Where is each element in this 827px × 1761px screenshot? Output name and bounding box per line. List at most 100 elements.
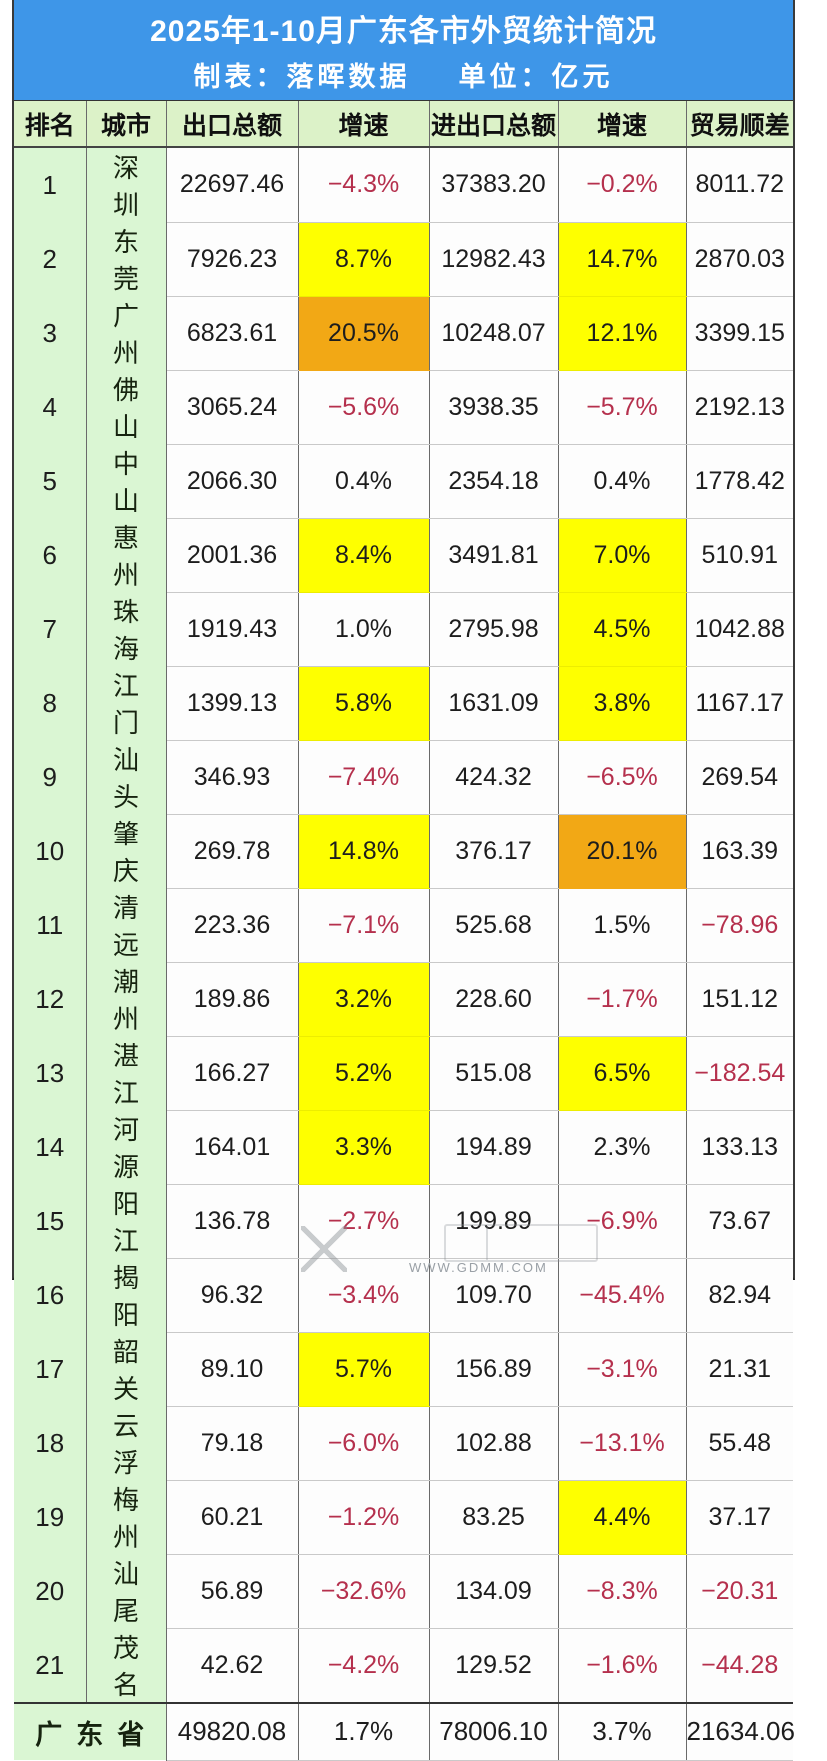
col-header-export-total: 出口总额 — [166, 101, 299, 148]
import-export-total-cell: 12982.43 — [429, 222, 559, 297]
import-export-growth-cell: 0.4% — [558, 444, 687, 519]
city-cell: 广州 — [86, 296, 167, 370]
export-total-cell: 1919.43 — [166, 592, 299, 667]
import-export-total-cell: 376.17 — [429, 814, 559, 889]
import-export-total-cell: 199.89 — [429, 1184, 559, 1259]
col-header-import-export-growth: 增速 — [558, 101, 687, 148]
trade-surplus-cell: 73.67 — [686, 1184, 793, 1259]
rank-cell: 21 — [14, 1628, 87, 1703]
rank-cell: 17 — [14, 1332, 87, 1406]
rank-cell: 9 — [14, 740, 87, 814]
export-growth-cell: −2.7% — [298, 1184, 430, 1259]
city-cell: 汕头 — [86, 740, 167, 814]
export-total-cell: 166.27 — [166, 1036, 299, 1111]
table-row: 16 揭阳 96.32 −3.4% 109.70 −45.4% 82.94 — [14, 1258, 793, 1333]
import-export-total-cell: 156.89 — [429, 1332, 559, 1407]
import-export-growth-cell: 14.7% — [558, 222, 687, 297]
import-export-growth-cell: −1.6% — [558, 1628, 687, 1704]
table-row: 17 韶关 89.10 5.7% 156.89 −3.1% 21.31 — [14, 1332, 793, 1407]
import-export-total-cell: 102.88 — [429, 1406, 559, 1481]
export-growth-cell: 8.4% — [298, 518, 430, 593]
trade-surplus-cell: 37.17 — [686, 1480, 793, 1555]
export-growth-cell: 5.2% — [298, 1036, 430, 1111]
trade-table: 排名 城市 出口总额 增速 进出口总额 增速 贸易顺差 1 深圳 22697.4… — [14, 101, 795, 1761]
col-header-export-growth: 增速 — [298, 101, 430, 148]
city-cell: 汕尾 — [86, 1554, 167, 1628]
total-row: 广东省 49820.08 1.7% 78006.10 3.7% 21634.06 — [14, 1702, 795, 1761]
export-total-cell: 346.93 — [166, 740, 299, 815]
import-export-growth-cell: −45.4% — [558, 1258, 687, 1333]
table-row: 10 肇庆 269.78 14.8% 376.17 20.1% 163.39 — [14, 814, 793, 889]
export-growth-cell: −6.0% — [298, 1406, 430, 1481]
rank-cell: 6 — [14, 518, 87, 592]
export-growth-cell: 1.0% — [298, 592, 430, 667]
export-growth-cell: −1.2% — [298, 1480, 430, 1555]
export-growth-cell: 8.7% — [298, 222, 430, 297]
table-row: 9 汕头 346.93 −7.4% 424.32 −6.5% 269.54 — [14, 740, 793, 815]
import-export-total-cell: 3491.81 — [429, 518, 559, 593]
export-growth-cell: 20.5% — [298, 296, 430, 371]
city-cell: 清远 — [86, 888, 167, 962]
city-cell: 河源 — [86, 1110, 167, 1184]
export-total-cell: 269.78 — [166, 814, 299, 889]
table-row: 12 潮州 189.86 3.2% 228.60 −1.7% 151.12 — [14, 962, 793, 1037]
import-export-total-cell: 2795.98 — [429, 592, 559, 667]
trade-surplus-cell: 163.39 — [686, 814, 793, 889]
import-export-growth-cell: 12.1% — [558, 296, 687, 371]
export-growth-cell: −5.6% — [298, 370, 430, 445]
table-row: 15 阳江 136.78 −2.7% 199.89 −6.9% 73.67 — [14, 1184, 793, 1259]
import-export-total-cell: 10248.07 — [429, 296, 559, 371]
import-export-growth-cell: 20.1% — [558, 814, 687, 889]
city-cell: 中山 — [86, 444, 167, 518]
import-export-total-cell: 525.68 — [429, 888, 559, 963]
export-growth-cell: −7.1% — [298, 888, 430, 963]
rank-cell: 3 — [14, 296, 87, 370]
import-export-total-cell: 228.60 — [429, 962, 559, 1037]
trade-surplus-cell: 510.91 — [686, 518, 793, 593]
trade-surplus-cell: 2192.13 — [686, 370, 793, 445]
table-row: 6 惠州 2001.36 8.4% 3491.81 7.0% 510.91 — [14, 518, 793, 593]
rank-cell: 14 — [14, 1110, 87, 1184]
trade-report: 2025年1-10月广东各市外贸统计简况 制表：落晖数据 单位：亿元 排名 城市… — [12, 0, 795, 1761]
export-total-cell: 1399.13 — [166, 666, 299, 741]
table-row: 8 江门 1399.13 5.8% 1631.09 3.8% 1167.17 — [14, 666, 793, 741]
export-growth-cell: 5.8% — [298, 666, 430, 741]
city-cell: 湛江 — [86, 1036, 167, 1110]
table-row: 13 湛江 166.27 5.2% 515.08 6.5% −182.54 — [14, 1036, 793, 1111]
import-export-growth-cell: −0.2% — [558, 147, 687, 223]
rank-cell: 4 — [14, 370, 87, 444]
rank-cell: 12 — [14, 962, 87, 1036]
col-header-trade-surplus: 贸易顺差 — [686, 101, 793, 148]
export-growth-cell: −3.4% — [298, 1258, 430, 1333]
export-total-cell: 3065.24 — [166, 370, 299, 445]
import-export-growth-cell: 1.5% — [558, 888, 687, 963]
import-export-growth-cell: −13.1% — [558, 1406, 687, 1481]
import-export-total-cell: 83.25 — [429, 1480, 559, 1555]
export-total-cell: 60.21 — [166, 1480, 299, 1555]
import-export-growth-cell: 4.5% — [558, 592, 687, 667]
export-growth-cell: 3.3% — [298, 1110, 430, 1185]
import-export-total-cell: 129.52 — [429, 1628, 559, 1704]
import-export-growth-cell: −6.5% — [558, 740, 687, 815]
import-export-total-cell: 1631.09 — [429, 666, 559, 741]
total-import-export-value: 78006.10 — [429, 1702, 559, 1761]
export-growth-cell: −7.4% — [298, 740, 430, 815]
export-total-cell: 89.10 — [166, 1332, 299, 1407]
trade-surplus-cell: 21.31 — [686, 1332, 793, 1407]
rank-cell: 7 — [14, 592, 87, 666]
table-row: 21 茂名 42.62 −4.2% 129.52 −1.6% −44.28 — [14, 1628, 793, 1704]
import-export-growth-cell: −3.1% — [558, 1332, 687, 1407]
city-cell: 阳江 — [86, 1184, 167, 1258]
import-export-growth-cell: 4.4% — [558, 1480, 687, 1555]
rank-cell: 10 — [14, 814, 87, 888]
total-row-label: 广东省 — [14, 1702, 167, 1760]
report-title: 2025年1-10月广东各市外贸统计简况 — [150, 15, 657, 48]
table-row: 1 深圳 22697.46 −4.3% 37383.20 −0.2% 8011.… — [14, 147, 793, 223]
rank-cell: 5 — [14, 444, 87, 518]
rank-cell: 19 — [14, 1480, 87, 1554]
table-row: 11 清远 223.36 −7.1% 525.68 1.5% −78.96 — [14, 888, 793, 963]
export-total-cell: 42.62 — [166, 1628, 299, 1704]
rank-cell: 13 — [14, 1036, 87, 1110]
table-row: 19 梅州 60.21 −1.2% 83.25 4.4% 37.17 — [14, 1480, 793, 1555]
table-row: 2 东莞 7926.23 8.7% 12982.43 14.7% 2870.03 — [14, 222, 793, 297]
